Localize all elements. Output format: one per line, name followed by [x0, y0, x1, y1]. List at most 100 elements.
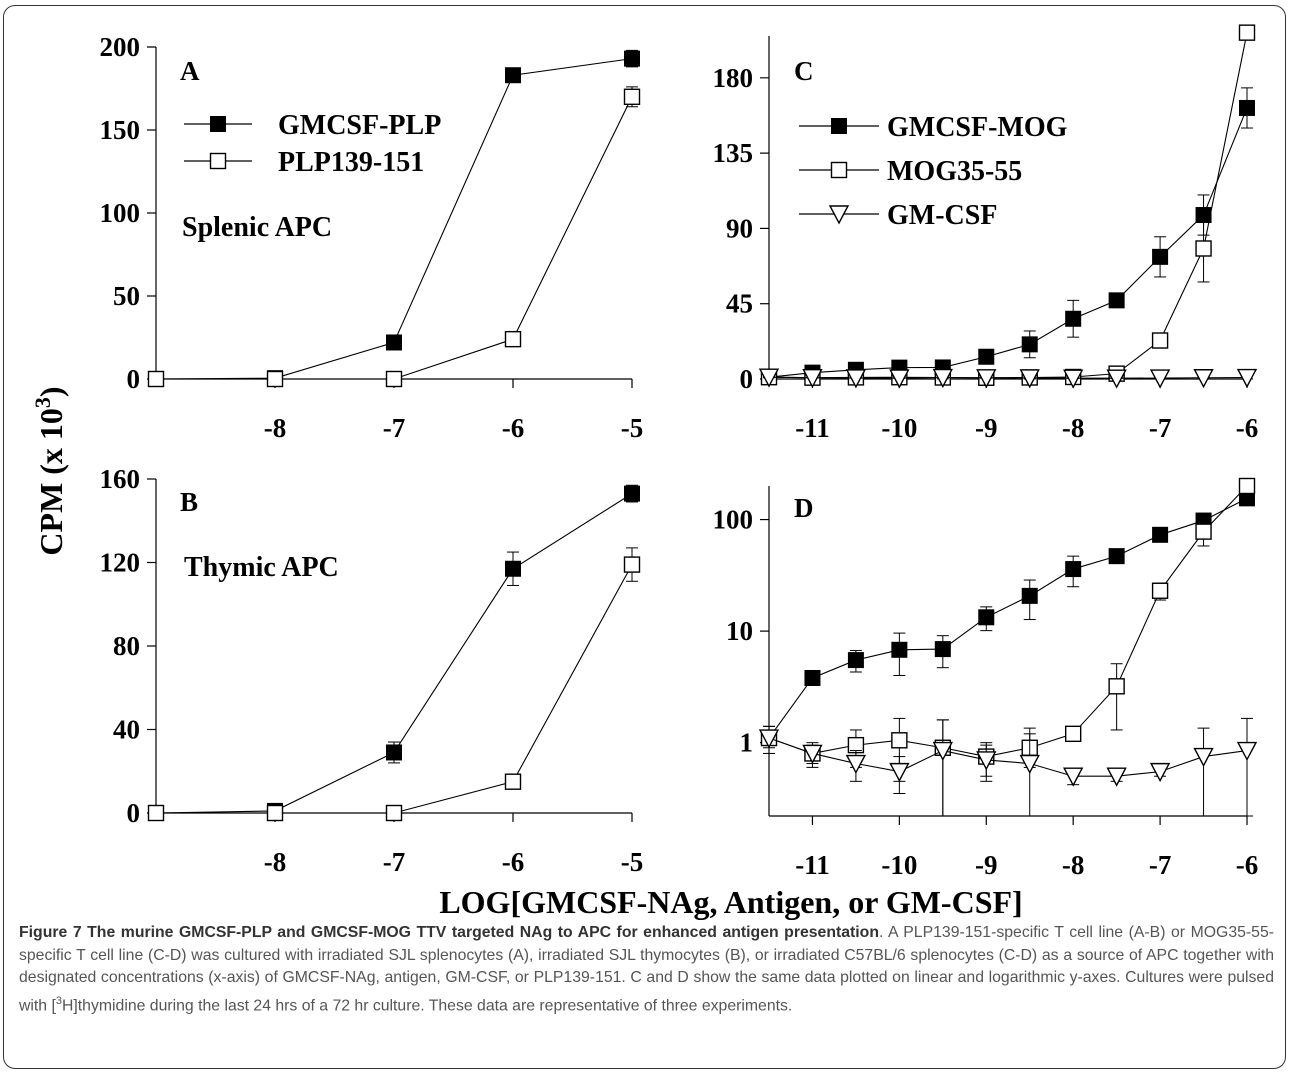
data-point [624, 50, 640, 67]
x-axis-label: LOG[GMCSF-NAg, Antigen, or GM-CSF] [439, 884, 1022, 920]
series-line [768, 485, 1248, 758]
legend-item: PLP139-151 [184, 147, 424, 178]
x-tick-label: -6 [1236, 413, 1259, 443]
caption-title: Figure 7 The murine GMCSF-PLP and GMCSF-… [19, 924, 879, 941]
y-tick-label: 200 [100, 32, 141, 62]
y-tick-label: 0 [127, 798, 141, 828]
series-line [768, 497, 1248, 739]
data-point [976, 369, 997, 389]
series-line [155, 493, 633, 814]
data-point [1193, 747, 1214, 768]
y-tick-label: 50 [113, 281, 140, 311]
data-point [934, 641, 951, 658]
data-point [1236, 368, 1258, 389]
x-tick-label: -8 [264, 413, 287, 443]
data-point [891, 732, 908, 749]
x-tick-label: -9 [975, 850, 998, 880]
data-point [758, 729, 780, 749]
data-point [1021, 587, 1038, 604]
x-tick-label: -8 [1062, 413, 1085, 443]
series-gmcsf-plp [148, 484, 640, 821]
panel-letter: D [794, 493, 814, 523]
y-tick-label: 150 [100, 115, 141, 145]
data-point [1019, 369, 1040, 389]
data-point [147, 804, 165, 822]
data-point [804, 669, 821, 686]
x-tick-label: -10 [881, 413, 917, 443]
legend-item: GMCSF-MOG [799, 112, 1068, 143]
data-point [1239, 99, 1255, 116]
data-point [1152, 526, 1169, 543]
data-point [1064, 725, 1082, 743]
y-tick-label: 40 [113, 715, 140, 745]
data-point [1021, 336, 1038, 353]
x-tick-label: -7 [1149, 850, 1172, 880]
y-tick-label: 100 [100, 198, 141, 228]
data-point [1019, 754, 1040, 775]
data-point [1063, 767, 1084, 787]
legend-item: GMCSF-PLP [184, 110, 441, 141]
data-point [802, 744, 823, 764]
data-point [1065, 310, 1082, 327]
x-tick-label: -8 [264, 847, 287, 877]
data-point [1106, 767, 1127, 787]
data-point [1108, 292, 1125, 309]
data-point [504, 773, 522, 790]
data-point [1236, 741, 1258, 762]
x-tick-label: -9 [975, 413, 998, 443]
series-line [768, 32, 1248, 379]
data-point [385, 804, 403, 822]
series-line [768, 737, 1248, 777]
data-point [932, 741, 953, 762]
data-point [1238, 24, 1256, 41]
panel-note: Splenic APC [182, 212, 332, 243]
panel-letter: C [794, 56, 814, 86]
legend-label: PLP139-151 [278, 147, 424, 178]
data-point [1193, 369, 1214, 389]
legend-label: GMCSF-PLP [278, 110, 441, 141]
y-axis-label: CPM (x 103) [30, 386, 69, 555]
x-tick-label: -5 [621, 847, 644, 877]
data-point [1149, 762, 1171, 783]
data-point [1106, 369, 1127, 389]
data-point [1152, 248, 1169, 265]
data-point [1151, 332, 1169, 349]
legend-marker [831, 118, 847, 134]
y-tick-label: 135 [713, 138, 754, 168]
legend-label: GMCSF-MOG [887, 112, 1068, 143]
data-point [1108, 548, 1125, 565]
data-point [1149, 369, 1171, 389]
data-point [386, 334, 402, 351]
y-tick-label: 0 [127, 364, 141, 394]
data-point [505, 560, 521, 577]
x-tick-label: -5 [621, 413, 644, 443]
legend-label: GM-CSF [887, 200, 997, 231]
data-point [978, 348, 995, 365]
series-plp139-151 [147, 547, 641, 822]
data-point [623, 556, 641, 573]
data-point [147, 370, 165, 388]
series-plp139-151 [147, 86, 641, 388]
data-point [1063, 369, 1084, 389]
legend-marker [828, 205, 850, 225]
series-gm-csf [758, 717, 1258, 817]
legend-item: MOG35-55 [799, 156, 1022, 187]
y-tick-label: 45 [726, 289, 753, 319]
data-point [845, 754, 867, 775]
data-point [505, 67, 521, 84]
legend-marker [830, 161, 848, 179]
y-tick-label: 160 [100, 464, 141, 494]
data-point [1238, 477, 1256, 495]
panel-a: 0 50 100 150 200 -8 -7 -6 -5 A Splenic APC GMCSF-PL… [100, 32, 644, 443]
series-line [768, 107, 1248, 378]
y-tick-label: 120 [100, 548, 141, 578]
y-tick-label: 80 [113, 631, 140, 661]
data-point [1195, 523, 1212, 540]
data-point [624, 485, 640, 502]
series-gm-csf [758, 368, 1258, 389]
data-point [1151, 582, 1169, 599]
x-tick-label: -6 [502, 413, 525, 443]
legend-marker [209, 152, 227, 170]
caption-superscript: 3 [55, 994, 62, 1007]
